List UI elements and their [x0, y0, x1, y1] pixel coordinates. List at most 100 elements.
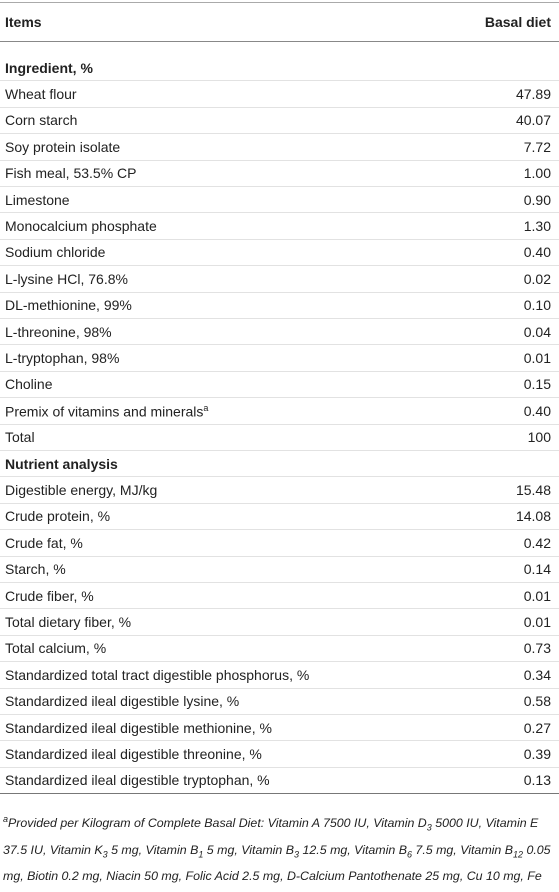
table-row: Choline 0.15 [0, 372, 559, 399]
row-value: 47.89 [515, 86, 551, 103]
footnote-text: Provided per Kilogram of Complete Basal … [8, 816, 427, 831]
table-row: Crude fiber, % 0.01 [0, 583, 559, 610]
table-row: DL-methionine, 99% 0.10 [0, 293, 559, 319]
subscript: 3 [426, 822, 432, 833]
row-label-cell: Standardized total tract digestible phos… [0, 667, 309, 683]
table-row: Standardized ileal digestible tryptophan… [0, 768, 559, 795]
row-value: 0.04 [523, 323, 551, 340]
table-row: Standardized total tract digestible phos… [0, 662, 559, 689]
footnote-marker: a [3, 814, 9, 824]
row-label-cell: Limestone [0, 192, 70, 208]
row-value: 0.10 [523, 297, 551, 314]
row-label-cell: Crude fiber, % [0, 588, 94, 604]
table-row: Soy protein isolate 7.72 [0, 134, 559, 161]
table-row: Standardized ileal digestible threonine,… [0, 741, 559, 768]
row-label: L-tryptophan, 98% [5, 350, 120, 367]
footnote-text: 12.5 mg, Vitamin B [299, 842, 407, 857]
row-label: Wheat flour [5, 86, 77, 103]
table-row: Crude protein, % 14.08 [0, 504, 559, 531]
table-row: Monocalcium phosphate 1.30 [0, 213, 559, 240]
row-label-cell: L-threonine, 98% [0, 324, 112, 340]
footnote: aProvided per Kilogram of Complete Basal… [3, 808, 555, 892]
table-row: L-threonine, 98% 0.04 [0, 319, 559, 346]
header-cell: Items [5, 14, 42, 30]
row-label-cell: Wheat flour [0, 86, 77, 102]
table-row: Limestone 0.90 [0, 187, 559, 214]
header-row: Items Basal diet [0, 2, 559, 42]
row-value: 1.30 [523, 218, 551, 235]
row-value: 100 [527, 429, 551, 446]
subscript: 3 [102, 849, 108, 860]
row-value: 0.14 [523, 561, 551, 578]
footnote-marker: a [203, 402, 209, 413]
row-label: Standardized ileal digestible tryptophan… [5, 772, 270, 789]
row-label: Limestone [5, 191, 70, 208]
row-label-cell: Digestible energy, MJ/kg [0, 482, 157, 498]
row-label: Crude protein, % [5, 508, 111, 525]
row-label-cell: L-tryptophan, 98% [0, 350, 119, 366]
table-row: Premix of vitamins and mineralsa 0.40 [0, 398, 559, 425]
row-label: Choline [5, 376, 53, 393]
row-label-cell: Standardized ileal digestible threonine,… [0, 746, 262, 762]
row-label-cell: Total dietary fiber, % [0, 614, 131, 630]
row-label-cell: Fish meal, 53.5% CP [0, 165, 137, 181]
row-value: 0.01 [523, 614, 551, 631]
row-label: Fish meal, 53.5% CP [5, 165, 137, 182]
row-label: Starch, % [5, 561, 66, 578]
row-value: 0.90 [523, 191, 551, 208]
row-label: Corn starch [5, 112, 78, 129]
row-label: Soy protein isolate [5, 138, 121, 155]
row-value: 14.08 [515, 508, 551, 525]
row-label-cell: Crude protein, % [0, 508, 110, 524]
row-value: 15.48 [515, 482, 551, 499]
section-title: Ingredient, % [5, 59, 93, 76]
row-value: 0.40 [523, 402, 551, 419]
row-label: L-lysine HCl, 76.8% [5, 270, 128, 287]
row-value: 0.27 [523, 719, 551, 736]
row-label-cell: Starch, % [0, 561, 66, 577]
row-value: 0.73 [523, 640, 551, 657]
subscript: 6 [406, 849, 412, 860]
row-label: Crude fat, % [5, 534, 83, 551]
row-value: 7.72 [523, 138, 551, 155]
table-row: Standardized ileal digestible lysine, % 0… [0, 689, 559, 715]
table-row: L-lysine HCl, 76.8% 0.02 [0, 266, 559, 293]
row-label-cell: Standardized ileal digestible tryptophan… [0, 772, 270, 788]
subscript: 1 [198, 849, 204, 860]
table-row: Digestible energy, MJ/kg 15.48 [0, 477, 559, 504]
footnote-text: 5000 IU, Vitamin E 37.5 IU, Vitamin K [3, 816, 539, 857]
section-row: Nutrient analysis [0, 451, 559, 478]
row-value: 1.00 [523, 165, 551, 182]
row-label: Sodium chloride [5, 244, 106, 261]
row-value: 0.34 [523, 666, 551, 683]
row-label-cell: L-lysine HCl, 76.8% [0, 271, 128, 287]
table-row: Sodium chloride 0.40 [0, 240, 559, 267]
row-label-cell: Corn starch [0, 112, 77, 128]
row-value: 0.39 [523, 746, 551, 763]
row-value: 40.07 [515, 112, 551, 129]
row-value: 0.01 [523, 587, 551, 604]
row-label: Total [5, 429, 35, 446]
section-title: Nutrient analysis [5, 455, 118, 472]
row-label: Crude fiber, % [5, 587, 94, 604]
table-row: Total dietary fiber, % 0.01 [0, 609, 559, 636]
row-label-cell: Choline [0, 376, 52, 392]
row-label-cell: Crude fat, % [0, 535, 83, 551]
row-value: 0.42 [523, 534, 551, 551]
table-row: Standardized ileal digestible methionine… [0, 715, 559, 742]
footnote-text: 7.5 mg, Vitamin B [411, 842, 513, 857]
row-value: 0.15 [523, 376, 551, 393]
row-value: 0.02 [523, 270, 551, 287]
row-label-cell: Premix of vitamins and mineralsa [0, 403, 208, 420]
footnote-text: 5 mg, Vitamin B [203, 842, 295, 857]
row-value: 0.13 [523, 772, 551, 789]
header-cell: Basal diet [484, 14, 551, 30]
table-row: L-tryptophan, 98% 0.01 [0, 345, 559, 372]
row-label-cell: Sodium chloride [0, 244, 105, 260]
footnote-text: 5 mg, Vitamin B [107, 842, 199, 857]
row-label-cell: Soy protein isolate [0, 139, 120, 155]
subscript: 12 [513, 849, 524, 860]
row-label: L-threonine, 98% [5, 323, 112, 340]
row-label-cell: Monocalcium phosphate [0, 218, 157, 234]
